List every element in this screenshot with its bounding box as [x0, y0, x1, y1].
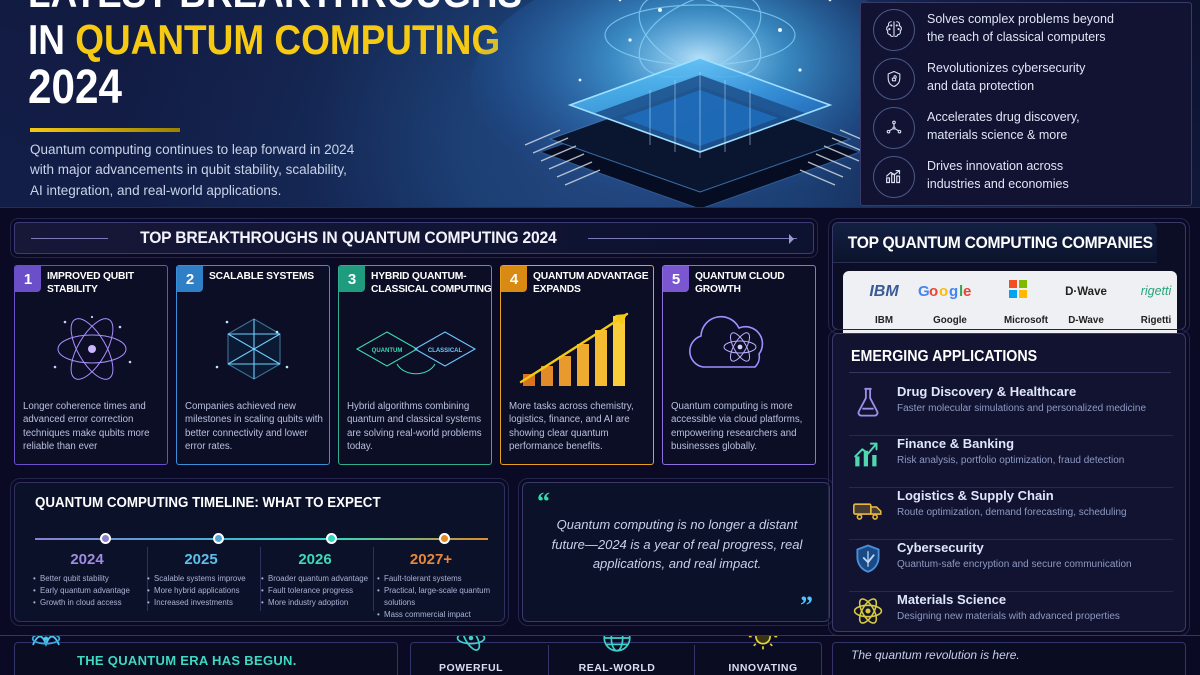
svg-text:o: o [939, 283, 948, 300]
svg-text:CLASSICAL: CLASSICAL [428, 348, 463, 354]
svg-text:g: g [949, 283, 958, 300]
svg-text:o: o [929, 283, 938, 300]
svg-text:G: G [918, 283, 930, 300]
svg-text:e: e [963, 283, 971, 300]
svg-text:D·Wave: D·Wave [1065, 286, 1107, 298]
svg-text:QUANTUM: QUANTUM [372, 348, 403, 354]
svg-text:rigetti: rigetti [1141, 284, 1173, 298]
svg-text:IBM: IBM [869, 283, 899, 300]
